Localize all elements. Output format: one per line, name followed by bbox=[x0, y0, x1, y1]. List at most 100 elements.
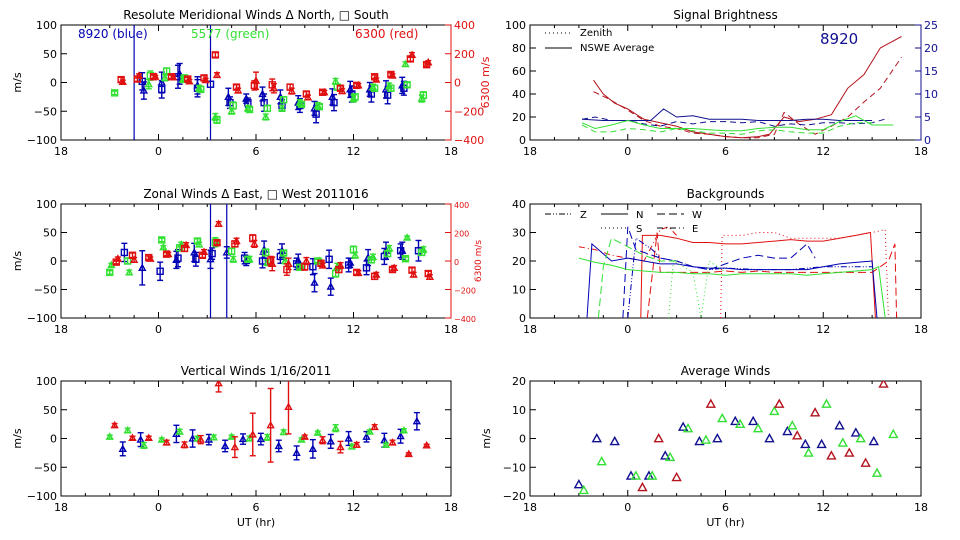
y-tick-label: 10 bbox=[512, 284, 526, 297]
data-point-triangle bbox=[220, 441, 230, 450]
data-point-triangle bbox=[263, 258, 272, 266]
x-tick-label: 18 bbox=[523, 145, 537, 158]
x-tick-label: 0 bbox=[155, 501, 162, 514]
series-line-8920-zenith bbox=[582, 116, 889, 127]
x-tick-label: 18 bbox=[54, 501, 68, 514]
y-tick-label: 100 bbox=[36, 19, 57, 32]
data-point-triangle bbox=[402, 233, 412, 241]
data-point-triangle bbox=[138, 263, 147, 271]
series-line-5577-zenith bbox=[581, 122, 873, 135]
y-axis-label: m/s bbox=[11, 72, 24, 92]
data-point-triangle bbox=[144, 79, 153, 88]
data-point-triangle bbox=[318, 261, 327, 269]
data-point-square bbox=[263, 104, 272, 113]
data-point-triangle bbox=[251, 76, 261, 84]
x-tick-label: 0 bbox=[624, 501, 631, 514]
data-point-triangle bbox=[162, 438, 171, 446]
y-tick-label: 50 bbox=[43, 48, 57, 61]
data-point-square bbox=[206, 80, 215, 88]
data-point-triangle bbox=[303, 93, 313, 101]
data-point-triangle bbox=[139, 440, 149, 449]
data-point-triangle bbox=[279, 427, 288, 436]
data-point-triangle bbox=[844, 447, 855, 457]
data-point-triangle bbox=[230, 442, 240, 451]
series-line-5577-nswe-average bbox=[581, 115, 894, 132]
data-point-square bbox=[279, 249, 288, 257]
data-point-triangle bbox=[800, 438, 811, 449]
data-point-triangle bbox=[125, 267, 134, 276]
y2-axis-label: 6300 m/s bbox=[479, 56, 492, 108]
data-point-square bbox=[387, 84, 395, 92]
y-tick-label: 40 bbox=[512, 198, 526, 211]
data-point-triangle bbox=[146, 254, 155, 262]
data-point-triangle bbox=[326, 282, 335, 290]
data-point-triangle bbox=[113, 254, 123, 262]
data-point-triangle bbox=[419, 245, 428, 253]
data-point-triangle bbox=[412, 416, 422, 425]
data-point-triangle bbox=[821, 398, 832, 408]
data-point-triangle bbox=[245, 434, 254, 442]
series-line-8920-w bbox=[622, 226, 816, 318]
x-tick-label: 18 bbox=[54, 323, 68, 336]
data-point-triangle bbox=[370, 422, 379, 431]
series-line-5577-w bbox=[597, 237, 677, 318]
data-point-square bbox=[383, 91, 392, 99]
data-point-triangle bbox=[123, 426, 132, 434]
data-point-triangle bbox=[878, 381, 889, 388]
y-tick-label: 30 bbox=[512, 227, 526, 240]
data-point-triangle bbox=[248, 430, 257, 438]
data-point-triangle bbox=[646, 470, 658, 480]
data-point-triangle bbox=[350, 250, 360, 259]
data-point-triangle bbox=[694, 435, 705, 446]
x-tick-label: 18 bbox=[914, 145, 928, 158]
data-point-triangle bbox=[717, 412, 728, 423]
legend-label: W bbox=[692, 210, 702, 221]
y2-tick-label: −200 bbox=[454, 287, 476, 296]
y2-tick-label: 0 bbox=[924, 134, 931, 147]
x-tick-label: 18 bbox=[444, 145, 458, 158]
x-tick-label: 6 bbox=[722, 501, 729, 514]
data-point-triangle bbox=[609, 435, 620, 446]
data-point-square bbox=[309, 263, 317, 271]
data-point-triangle bbox=[180, 440, 189, 448]
series-line-8920-nswe-average bbox=[582, 108, 873, 121]
data-point-square bbox=[401, 255, 410, 263]
data-point-square bbox=[362, 264, 371, 272]
y2-tick-label: 10 bbox=[924, 88, 938, 101]
data-point-triangle bbox=[837, 437, 848, 447]
panel-meridional-winds: Resolute Meridional Winds Δ North, □ Sou… bbox=[11, 8, 492, 158]
data-point-triangle bbox=[232, 236, 241, 245]
data-point-triangle bbox=[404, 449, 413, 458]
data-point-triangle bbox=[354, 80, 363, 89]
data-point-triangle bbox=[188, 434, 197, 442]
data-point-triangle bbox=[352, 440, 361, 448]
data-point-square bbox=[192, 255, 200, 263]
data-point-square bbox=[297, 100, 306, 109]
data-point-square bbox=[158, 236, 166, 244]
data-point-square bbox=[123, 257, 132, 265]
data-point-square bbox=[110, 89, 119, 97]
y-tick-label: 40 bbox=[512, 88, 526, 101]
chart-title: Signal Brightness bbox=[673, 8, 778, 22]
data-point-triangle bbox=[573, 479, 585, 489]
data-point-triangle bbox=[372, 270, 381, 278]
data-point-triangle bbox=[787, 420, 798, 430]
data-point-triangle bbox=[129, 255, 139, 263]
y2-tick-label: −200 bbox=[454, 105, 484, 118]
data-point-triangle bbox=[318, 435, 327, 444]
y-tick-label: 0 bbox=[519, 433, 526, 446]
data-point-triangle bbox=[274, 441, 283, 450]
x-tick-label: 12 bbox=[347, 145, 361, 158]
wavelength-label: 8920 bbox=[820, 30, 858, 48]
x-tick-label: 6 bbox=[253, 501, 260, 514]
data-point-triangle bbox=[388, 438, 397, 446]
data-point-triangle bbox=[409, 270, 418, 278]
x-tick-label: 0 bbox=[155, 145, 162, 158]
data-point-triangle bbox=[782, 425, 793, 436]
data-point-triangle bbox=[336, 261, 345, 269]
y2-tick-label: −400 bbox=[454, 315, 476, 324]
y2-tick-label: 200 bbox=[454, 48, 475, 61]
data-point-triangle bbox=[277, 103, 287, 112]
